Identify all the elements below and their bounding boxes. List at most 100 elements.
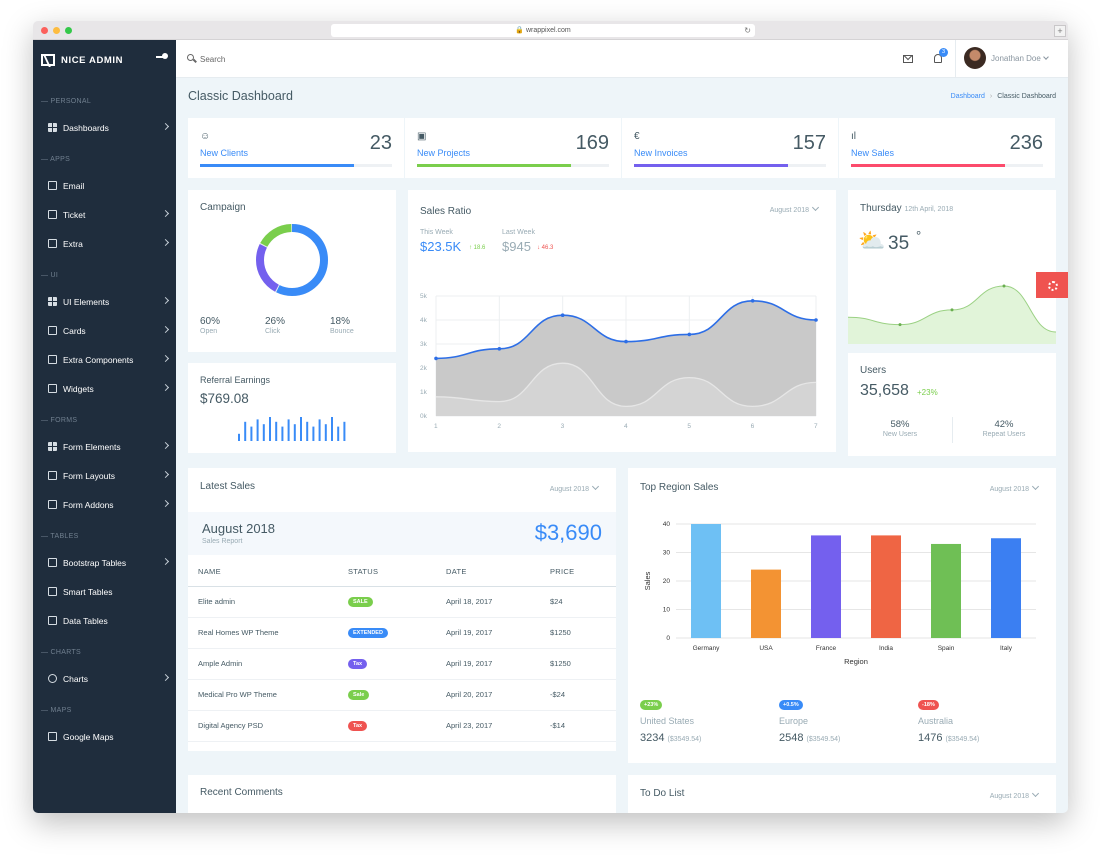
- new-tab-icon[interactable]: +: [1054, 25, 1066, 37]
- sidebar-item-cards[interactable]: Cards: [33, 316, 176, 345]
- maximize-window-icon[interactable]: [65, 27, 72, 34]
- cell-status: EXTENDED: [348, 617, 446, 649]
- region-y-tick: 40: [663, 521, 671, 528]
- referral-bar: [244, 421, 247, 441]
- table-row[interactable]: Real Homes WP Theme EXTENDED April 19, 201…: [188, 617, 616, 649]
- chevron-down-icon[interactable]: [1043, 54, 1049, 60]
- stat-label: New Projects: [417, 148, 471, 158]
- breadcrumb-link-dashboard[interactable]: Dashboard: [950, 93, 985, 100]
- brand[interactable]: NICE ADMIN: [41, 53, 123, 67]
- sidebar-item-label: Cards: [63, 325, 86, 336]
- stat-label: New Clients: [200, 148, 249, 158]
- reload-icon[interactable]: ↻: [744, 26, 751, 35]
- sales-ratio-period-dropdown[interactable]: August 2018: [770, 207, 818, 214]
- table-row[interactable]: Medical Pro WP Theme Sale April 20, 2017 -$…: [188, 679, 616, 711]
- brand-logo-icon: [41, 54, 55, 66]
- ratio-y-tick: 0k: [420, 413, 428, 420]
- sidebar-item-email[interactable]: Email: [33, 171, 176, 200]
- widgets-icon: [48, 384, 57, 393]
- notification-badge: 3: [939, 48, 948, 57]
- todo-card: To Do List August 2018: [628, 775, 1056, 813]
- chevron-right-icon: [161, 209, 170, 218]
- image-icon: ▣: [417, 131, 427, 142]
- table-row[interactable]: Digital Agency PSD Tax April 23, 2017 -$14: [188, 710, 616, 742]
- stat-card-new-projects: ▣ New Projects 169: [405, 118, 621, 178]
- email-icon: [48, 181, 57, 190]
- cell-price: -$14: [550, 710, 616, 742]
- top-region-period-dropdown[interactable]: August 2018: [990, 486, 1038, 493]
- sidebar-item-form-elements[interactable]: Form Elements: [33, 432, 176, 461]
- column-header: NAME: [188, 558, 348, 587]
- close-window-icon[interactable]: [41, 27, 48, 34]
- campaign-legend-item: 26% Click: [265, 316, 285, 335]
- status-badge: SALE: [348, 597, 373, 607]
- sidebar-item-dashboards[interactable]: Dashboards: [33, 113, 176, 142]
- status-badge: EXTENDED: [348, 628, 388, 638]
- users-repeat-value: 42%: [994, 419, 1014, 430]
- sidebar-item-widgets[interactable]: Widgets: [33, 374, 176, 403]
- campaign-legend-value: 60%: [200, 316, 221, 327]
- region-sub: ($3549.54): [806, 736, 841, 743]
- sidebar-item-form-addons[interactable]: Form Addons: [33, 490, 176, 519]
- sidebar-item-ticket[interactable]: Ticket: [33, 200, 176, 229]
- sidebar-item-form-layouts[interactable]: Form Layouts: [33, 461, 176, 490]
- sidebar-item-label: Extra: [63, 238, 83, 249]
- latest-sales-period-dropdown[interactable]: August 2018: [550, 486, 598, 493]
- campaign-legend-value: 18%: [330, 316, 351, 327]
- cell-date: April 19, 2017: [446, 648, 550, 680]
- settings-gear-button[interactable]: [1036, 272, 1068, 298]
- sidebar-item-charts[interactable]: Charts: [33, 664, 176, 693]
- campaign-card: Campaign 60% Open 26% Click 18% Bounce: [188, 190, 396, 352]
- table-row[interactable]: Ample Admin Tax April 19, 2017 $1250: [188, 648, 616, 680]
- weather-unit: °: [916, 228, 922, 243]
- ratio-point: [434, 356, 438, 361]
- address-bar[interactable]: 🔒 wrappixel.com ↻: [331, 24, 755, 37]
- ratio-x-tick: 6: [751, 423, 755, 430]
- sales-ratio-chart: 0k 1k 2k 3k 4k 5k 1 2 3 4 5 6 7: [420, 293, 818, 430]
- chevron-right-icon: [161, 122, 170, 131]
- avatar[interactable]: [964, 47, 986, 69]
- stat-progress-bar: [417, 164, 571, 167]
- sidebar-item-google-maps[interactable]: Google Maps: [33, 722, 176, 751]
- region-bar-usa: [751, 569, 781, 638]
- cell-name: Real Homes WP Theme: [188, 617, 348, 649]
- last-week-value: $945: [502, 239, 531, 254]
- sidebar-item-label: Data Tables: [63, 615, 108, 626]
- bell-icon[interactable]: [934, 54, 942, 63]
- sidebar-toggle-icon[interactable]: [156, 53, 168, 61]
- search-input[interactable]: [200, 52, 400, 66]
- stat-value: 157: [792, 132, 826, 154]
- region-bar-france: [811, 535, 841, 638]
- sidebar-item-data-tables[interactable]: Data Tables: [33, 606, 176, 635]
- nav-caption: PERSONAL: [33, 84, 176, 113]
- region-value-row: 2548 ($3549.54): [779, 732, 840, 744]
- ratio-x-tick: 5: [687, 423, 691, 430]
- sidebar-item-extra[interactable]: Extra: [33, 229, 176, 258]
- sidebar-item-bootstrap-tables[interactable]: Bootstrap Tables: [33, 548, 176, 577]
- sidebar-item-smart-tables[interactable]: Smart Tables: [33, 577, 176, 606]
- donut-segment-click: [256, 224, 328, 296]
- status-badge: Sale: [348, 690, 370, 700]
- ratio-x-tick: 2: [497, 423, 501, 430]
- campaign-legend-value: 26%: [265, 316, 286, 327]
- cell-status: Sale: [348, 679, 446, 711]
- address-text: wrappixel.com: [525, 27, 571, 34]
- form-elements-icon: [48, 442, 57, 451]
- region-sub: ($3549.54): [667, 736, 702, 743]
- sidebar-item-extra-components[interactable]: Extra Components: [33, 345, 176, 374]
- table-row[interactable]: Elite admin SALE April 18, 2017 $24: [188, 586, 616, 618]
- sidebar-item-ui-elements[interactable]: UI Elements: [33, 287, 176, 316]
- cell-name: Medical Pro WP Theme: [188, 679, 348, 711]
- referral-bar: [287, 419, 290, 441]
- user-name[interactable]: Jonathan Doe: [991, 54, 1041, 63]
- weather-point: [1002, 284, 1006, 288]
- search-icon[interactable]: [187, 54, 194, 61]
- campaign-title: Campaign: [200, 202, 246, 213]
- todo-period-dropdown[interactable]: August 2018: [990, 793, 1038, 800]
- minimize-window-icon[interactable]: [53, 27, 60, 34]
- region-change-badge: +23%: [640, 700, 663, 710]
- cell-price: $1250: [550, 617, 616, 649]
- chevron-right-icon: [161, 296, 170, 305]
- sidebar-item-label: Form Layouts: [63, 470, 115, 481]
- mail-icon[interactable]: [903, 55, 913, 63]
